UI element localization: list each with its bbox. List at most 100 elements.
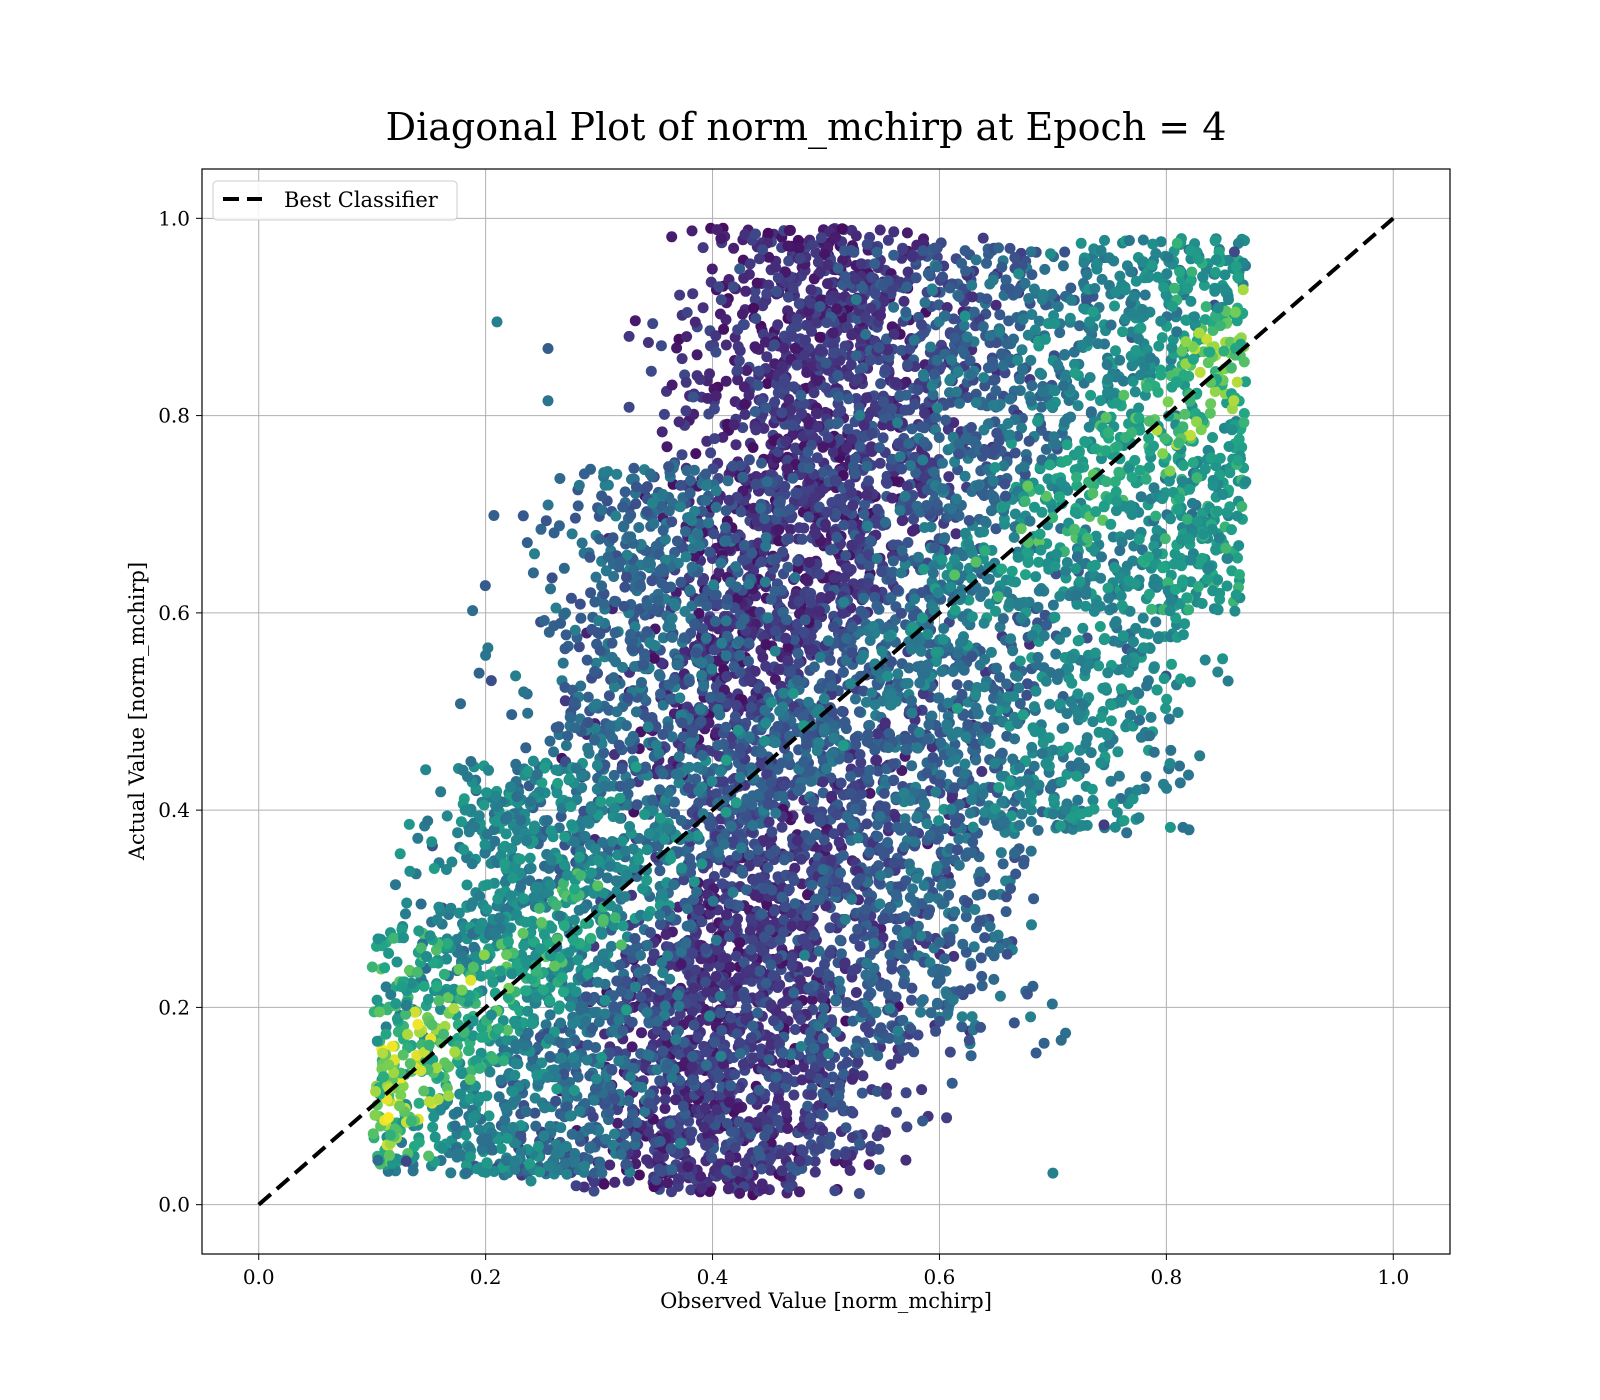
scatter-point bbox=[724, 961, 736, 973]
scatter-point bbox=[817, 776, 829, 788]
scatter-point bbox=[646, 575, 658, 587]
scatter-point bbox=[692, 1031, 704, 1043]
scatter-point bbox=[844, 1165, 856, 1176]
scatter-point bbox=[764, 848, 776, 860]
scatter-point bbox=[804, 812, 815, 824]
scatter-point bbox=[594, 533, 606, 545]
scatter-point bbox=[548, 527, 560, 539]
scatter-point bbox=[815, 232, 827, 244]
scatter-point bbox=[839, 957, 851, 969]
scatter-point bbox=[685, 1127, 697, 1139]
scatter-point bbox=[869, 699, 881, 711]
scatter-point bbox=[739, 1157, 751, 1169]
scatter-point bbox=[662, 1177, 674, 1189]
scatter-point bbox=[623, 1175, 635, 1186]
scatter-point bbox=[753, 1084, 765, 1096]
scatter-point bbox=[841, 997, 853, 1008]
scatter-point bbox=[782, 1073, 794, 1084]
scatter-point bbox=[917, 1115, 929, 1127]
scatter-point bbox=[840, 723, 852, 735]
scatter-point bbox=[756, 908, 768, 920]
scatter-point bbox=[759, 883, 771, 894]
scatter-point bbox=[782, 561, 794, 573]
scatter-point bbox=[687, 948, 699, 960]
scatter-point bbox=[701, 1059, 712, 1071]
scatter-point bbox=[772, 1114, 784, 1126]
scatter-point bbox=[734, 263, 746, 275]
scatter-point bbox=[633, 1169, 645, 1181]
scatter-point bbox=[892, 438, 904, 449]
scatter-point bbox=[817, 1125, 829, 1136]
scatter-point bbox=[713, 566, 725, 578]
scatter-point bbox=[696, 1182, 708, 1194]
scatter-point bbox=[906, 251, 918, 263]
scatter-point bbox=[696, 858, 708, 870]
scatter-point bbox=[770, 553, 782, 565]
scatter-point bbox=[752, 1007, 764, 1019]
scatter-point bbox=[760, 717, 772, 729]
scatter-point bbox=[834, 934, 846, 946]
scatter-point bbox=[805, 775, 817, 787]
scatter-point bbox=[874, 1164, 886, 1175]
scatter-point bbox=[725, 820, 737, 832]
scatter-point bbox=[1009, 447, 1021, 459]
scatter-point bbox=[655, 340, 667, 352]
scatter-point bbox=[657, 1045, 669, 1057]
scatter-point bbox=[661, 441, 673, 453]
scatter-point bbox=[769, 905, 781, 917]
scatter-point bbox=[778, 791, 790, 803]
scatter-point bbox=[723, 494, 735, 506]
scatter-point bbox=[734, 771, 746, 783]
scatter-point bbox=[801, 909, 813, 921]
scatter-point bbox=[761, 378, 773, 389]
scatter-point bbox=[743, 637, 755, 649]
scatter-point bbox=[840, 1149, 851, 1161]
scatter-point bbox=[658, 408, 670, 420]
scatter-point bbox=[738, 539, 750, 551]
scatter-point bbox=[664, 1118, 676, 1129]
scatter-point bbox=[652, 1151, 664, 1163]
scatter-point bbox=[777, 687, 789, 699]
scatter-point bbox=[814, 651, 826, 663]
scatter-point bbox=[823, 1138, 835, 1150]
scatter-point bbox=[892, 668, 904, 680]
scatter-point bbox=[732, 341, 744, 352]
scatter-point bbox=[788, 875, 800, 886]
scatter-point bbox=[687, 288, 699, 300]
scatter-point bbox=[845, 1105, 857, 1117]
scatter-point bbox=[837, 849, 849, 861]
scatter-point bbox=[799, 349, 811, 361]
scatter-point bbox=[751, 1116, 763, 1128]
scatter-point bbox=[804, 1068, 816, 1080]
scatter-point bbox=[793, 522, 805, 534]
scatter-point bbox=[794, 252, 806, 264]
scatter-point bbox=[793, 595, 805, 607]
scatter-point bbox=[896, 515, 908, 527]
scatter-point bbox=[791, 488, 803, 499]
scatter-point bbox=[733, 900, 745, 912]
scatter-point bbox=[740, 285, 752, 297]
scatter-point bbox=[848, 246, 860, 258]
scatter-point bbox=[776, 1057, 788, 1069]
scatter-point bbox=[715, 294, 727, 306]
scatter-point bbox=[916, 319, 927, 331]
scatter-point bbox=[730, 797, 742, 809]
scatter-point bbox=[728, 419, 740, 431]
scatter-point bbox=[703, 517, 715, 529]
scatter-point bbox=[642, 337, 654, 348]
scatter-point bbox=[732, 1102, 744, 1114]
scatter-point bbox=[685, 1184, 697, 1196]
scatter-point bbox=[754, 965, 766, 977]
scatter-point bbox=[548, 620, 560, 632]
scatter-point bbox=[759, 735, 771, 747]
scatter-point bbox=[612, 1117, 624, 1129]
scatter-point bbox=[837, 666, 849, 678]
scatter-point bbox=[854, 441, 866, 452]
scatter-point bbox=[859, 608, 870, 620]
scatter-point bbox=[782, 291, 794, 303]
scatter-point bbox=[737, 1058, 749, 1070]
scatter-point bbox=[752, 1145, 764, 1157]
scatter-point bbox=[756, 747, 767, 759]
scatter-point bbox=[840, 1122, 852, 1134]
scatter-point bbox=[818, 693, 830, 705]
